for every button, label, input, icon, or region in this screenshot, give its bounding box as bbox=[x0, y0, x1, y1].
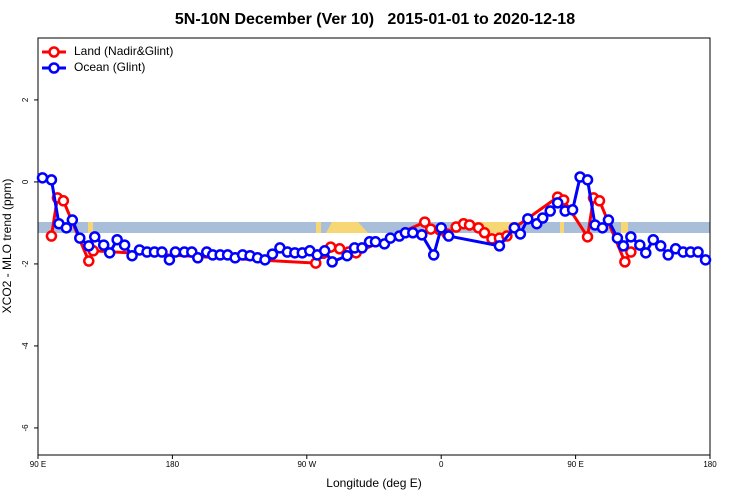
land-patch bbox=[316, 222, 321, 233]
point bbox=[566, 204, 579, 216]
point bbox=[647, 233, 660, 246]
point bbox=[581, 174, 594, 186]
point bbox=[551, 197, 564, 209]
point bbox=[45, 174, 58, 186]
point bbox=[522, 213, 534, 225]
x-tick-label: 90 E bbox=[30, 460, 46, 469]
x-tick-label: 180 bbox=[703, 460, 717, 469]
point bbox=[581, 231, 594, 243]
point bbox=[442, 230, 455, 242]
point bbox=[333, 243, 346, 255]
point bbox=[192, 252, 204, 264]
point bbox=[619, 256, 631, 268]
point bbox=[57, 195, 70, 207]
point bbox=[369, 236, 382, 248]
x-tick-label: 0 bbox=[439, 460, 444, 469]
point bbox=[259, 254, 271, 266]
land-patch bbox=[621, 222, 628, 233]
y-tick-label: -4 bbox=[21, 342, 30, 350]
point bbox=[617, 240, 630, 252]
point bbox=[169, 246, 182, 258]
legend-label: Ocean (Glint) bbox=[74, 60, 145, 74]
point bbox=[596, 222, 609, 234]
mask-band bbox=[38, 222, 710, 233]
x-tick-label: 90 E bbox=[567, 460, 583, 469]
point bbox=[318, 245, 331, 257]
point bbox=[60, 222, 73, 234]
point bbox=[478, 227, 491, 239]
point bbox=[602, 214, 615, 226]
plot-frame bbox=[37, 37, 711, 456]
point bbox=[654, 240, 667, 252]
point bbox=[424, 223, 437, 235]
point bbox=[593, 195, 606, 207]
y-tick-label: 0 bbox=[21, 179, 30, 184]
point bbox=[83, 240, 95, 252]
point bbox=[544, 205, 556, 217]
point bbox=[74, 232, 86, 244]
legend-marker bbox=[48, 62, 60, 74]
point bbox=[356, 242, 368, 254]
point bbox=[407, 227, 419, 239]
point bbox=[111, 233, 123, 246]
x-axis-label: Longitude (deg E) bbox=[326, 476, 421, 490]
point bbox=[625, 246, 637, 258]
chart-title: 5N-10N December (Ver 10) 2015-01-01 to 2… bbox=[175, 11, 575, 28]
x-tick-label: 90 W bbox=[297, 460, 316, 469]
series bbox=[36, 171, 712, 268]
point bbox=[126, 249, 138, 262]
point bbox=[88, 231, 101, 243]
point bbox=[118, 239, 131, 251]
point bbox=[536, 212, 549, 224]
point bbox=[341, 249, 353, 262]
point bbox=[514, 228, 527, 240]
point bbox=[326, 256, 338, 268]
point bbox=[611, 232, 624, 244]
land-patch bbox=[326, 222, 368, 233]
point bbox=[266, 248, 279, 260]
point bbox=[640, 247, 652, 259]
y-tick-label: -2 bbox=[21, 260, 30, 268]
point bbox=[699, 254, 712, 266]
y-axis-label: XCO2 - MLO trend (ppm) bbox=[0, 179, 14, 314]
point bbox=[662, 249, 674, 261]
legend-label: Land (Nadir&Glint) bbox=[74, 44, 173, 58]
point bbox=[66, 214, 79, 226]
point bbox=[163, 254, 176, 266]
land-patch bbox=[560, 222, 564, 233]
point bbox=[427, 249, 440, 261]
point bbox=[416, 229, 428, 241]
point bbox=[634, 239, 646, 251]
point bbox=[435, 222, 447, 234]
point bbox=[97, 239, 110, 251]
land-patch bbox=[88, 222, 93, 233]
point bbox=[625, 231, 637, 243]
point bbox=[419, 216, 431, 228]
point bbox=[36, 172, 49, 184]
y-tick-label: -6 bbox=[21, 424, 30, 432]
point bbox=[493, 240, 506, 252]
y-tick-label: 2 bbox=[21, 97, 30, 102]
point bbox=[692, 246, 704, 258]
point bbox=[384, 232, 397, 244]
point bbox=[103, 247, 116, 259]
point bbox=[45, 230, 58, 242]
point bbox=[83, 255, 95, 267]
point bbox=[463, 219, 476, 231]
x-tick-label: 180 bbox=[166, 460, 180, 469]
legend-marker bbox=[48, 46, 60, 58]
point bbox=[156, 246, 168, 258]
